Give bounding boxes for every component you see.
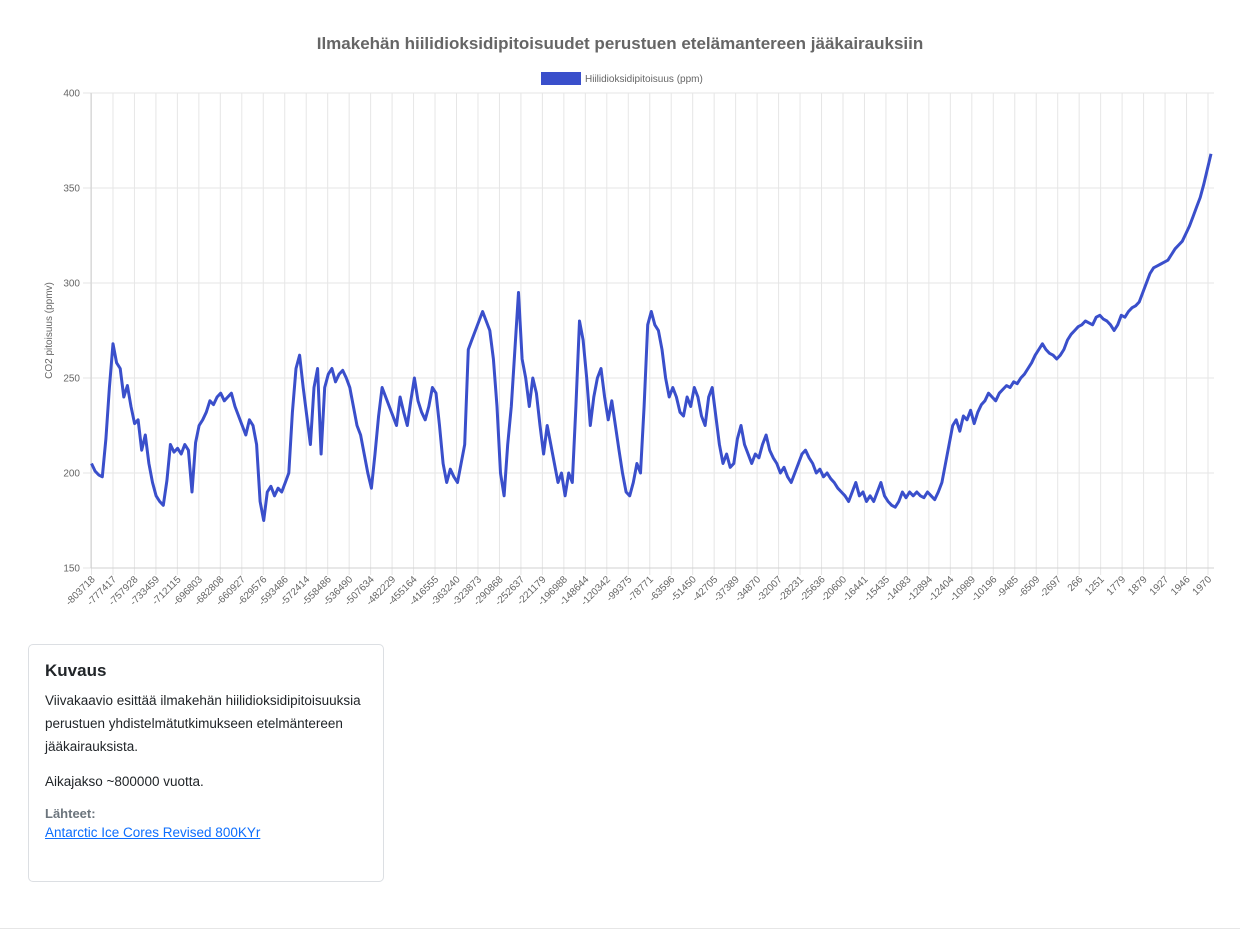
y-tick-label: 300 bbox=[63, 279, 80, 290]
y-tick-label: 150 bbox=[63, 564, 80, 575]
x-tick-label: -6509 bbox=[1016, 574, 1042, 600]
co2-series-line bbox=[90, 153, 1213, 522]
y-tick-label: 400 bbox=[63, 89, 80, 100]
x-tick-label: 1879 bbox=[1126, 574, 1150, 598]
x-tick-label: 1970 bbox=[1191, 574, 1215, 598]
source-link[interactable]: Antarctic Ice Cores Revised 800KYr bbox=[45, 825, 261, 840]
legend-label: Hiilidioksidipitoisuus (ppm) bbox=[585, 74, 703, 85]
chart-svg: Ilmakehän hiilidioksidipitoisuudet perus… bbox=[44, 34, 1215, 608]
legend-swatch bbox=[541, 72, 581, 85]
y-tick-label: 250 bbox=[63, 374, 80, 385]
x-tick-label: 1779 bbox=[1105, 574, 1129, 598]
description-card: Kuvaus Viivakaavio esittää ilmakehän hii… bbox=[28, 644, 384, 882]
card-description: Viivakaavio esittää ilmakehän hiilidioks… bbox=[45, 693, 361, 754]
x-tick-label: 1927 bbox=[1148, 574, 1172, 598]
x-tick-label: 1946 bbox=[1169, 574, 1193, 598]
card-period: Aikajakso ~800000 vuotta. bbox=[45, 774, 204, 789]
card-title: Kuvaus bbox=[45, 661, 107, 680]
x-tick-label: 1251 bbox=[1083, 574, 1107, 598]
co2-line-chart: Ilmakehän hiilidioksidipitoisuudet perus… bbox=[44, 34, 1215, 608]
footer-divider bbox=[0, 928, 1240, 929]
x-tick-label: 266 bbox=[1066, 574, 1086, 594]
chart-title: Ilmakehän hiilidioksidipitoisuudet perus… bbox=[317, 34, 924, 53]
sources-label: Lähteet: bbox=[45, 806, 96, 821]
y-tick-label: 200 bbox=[63, 469, 80, 480]
x-tick-label: -2697 bbox=[1038, 574, 1064, 600]
y-tick-label: 350 bbox=[63, 184, 80, 195]
y-axis-label: CO2 pitoisuus (ppmv) bbox=[44, 282, 55, 379]
x-tick-label: -9485 bbox=[995, 574, 1021, 600]
